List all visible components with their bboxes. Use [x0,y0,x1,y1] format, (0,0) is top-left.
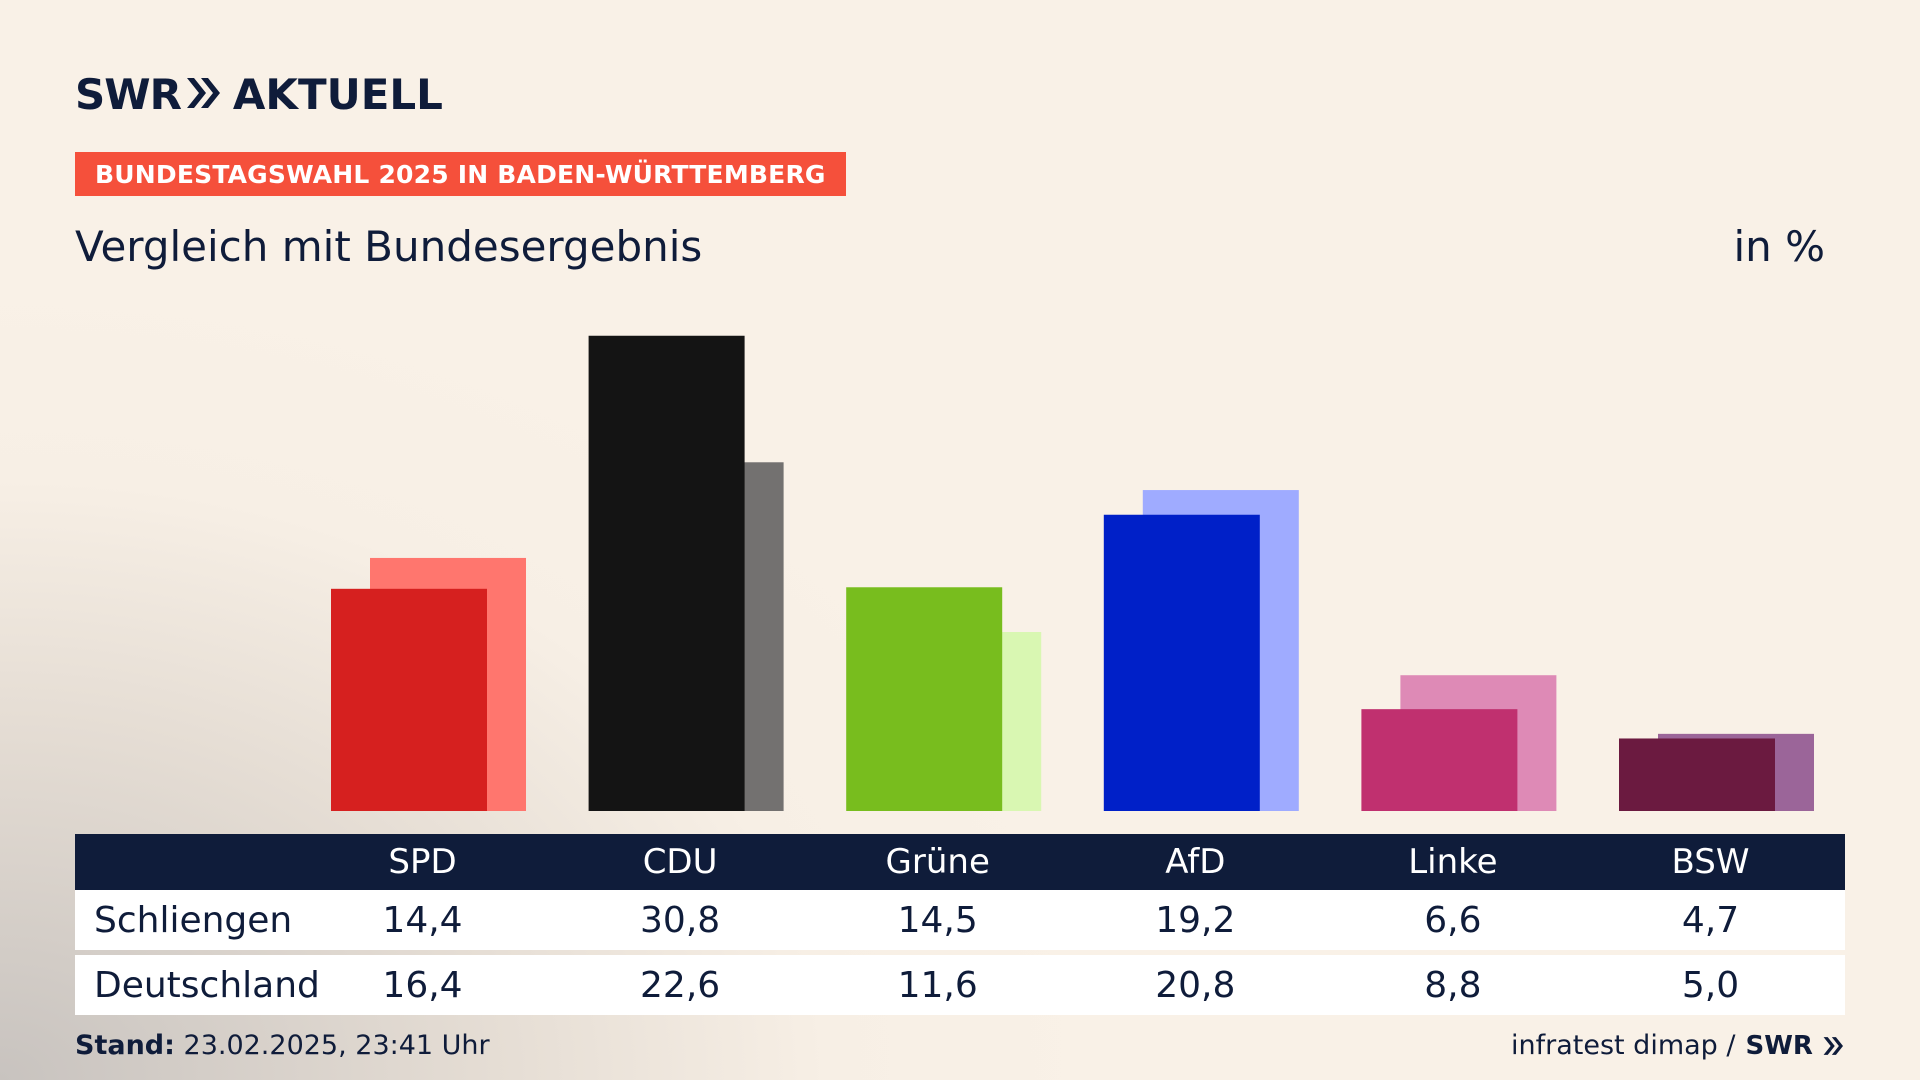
bar-local-linke [1361,709,1518,811]
value-schliengen-bsw: 4,7 [1681,899,1740,941]
bar-local-afd [1103,514,1260,811]
header-spd: SPD [388,842,457,882]
value-deutschland-grüne: 11,6 [897,964,978,1006]
logo-swr-text: SWR [75,70,182,119]
stand-value: 23.02.2025, 23:41 Uhr [183,1030,490,1061]
table-row: Deutschland 16,4 22,6 11,6 20,8 8,8 5,0 [75,955,1845,1015]
bar-chart [331,335,1814,811]
bar-local-bsw [1619,738,1775,811]
stand-label: Stand: [75,1030,175,1061]
source-brand: SWR [1746,1031,1845,1061]
value-schliengen-grüne: 14,5 [897,899,978,941]
value-schliengen-linke: 6,6 [1424,899,1482,941]
value-deutschland-linke: 8,8 [1424,964,1482,1006]
logo-aktuell-text: AKTUELL [232,70,443,119]
results-table: SPD CDU Grüne AfD Linke BSW Schliengen 14,4 30… [75,834,1845,1015]
table-header: SPD CDU Grüne AfD Linke BSW [75,834,1845,890]
row-label-national: Deutschland [94,964,320,1006]
header-bsw: BSW [1671,842,1750,882]
source-text: infratest dimap / [1510,1030,1736,1061]
source-brand-text: SWR [1745,1030,1813,1061]
bar-local-grüne [846,587,1003,811]
bar-local-spd [331,588,487,811]
timestamp: Stand: 23.02.2025, 23:41 Uhr [75,1030,490,1061]
value-deutschland-spd: 16,4 [382,964,463,1006]
unit-label: in % [1733,222,1825,271]
header-linke: Linke [1408,842,1498,882]
bar-local-cdu [588,335,745,811]
value-schliengen-cdu: 30,8 [640,899,721,941]
value-schliengen-spd: 14,4 [382,899,463,941]
chart-subtitle: Vergleich mit Bundesergebnis [75,222,703,271]
swr-aktuell-logo: SWR AKTUELL [75,70,443,119]
value-deutschland-cdu: 22,6 [640,964,721,1006]
double-chevron-icon-small [1823,1036,1843,1055]
value-deutschland-afd: 20,8 [1155,964,1236,1006]
election-tag: BUNDESTAGSWAHL 2025 IN BADEN-WÜRTTEMBERG [75,152,846,196]
row-label-local: Schliengen [94,899,293,941]
header-grüne: Grüne [885,842,990,882]
header-afd: AfD [1165,842,1226,882]
header-cdu: CDU [642,842,718,882]
value-schliengen-afd: 19,2 [1155,899,1236,941]
table-row: Schliengen 14,4 30,8 14,5 19,2 6,6 4,7 [75,890,1845,950]
value-deutschland-bsw: 5,0 [1681,964,1740,1006]
double-chevron-icon [185,76,221,114]
source-credit: infratest dimap / SWR [1511,1030,1844,1061]
